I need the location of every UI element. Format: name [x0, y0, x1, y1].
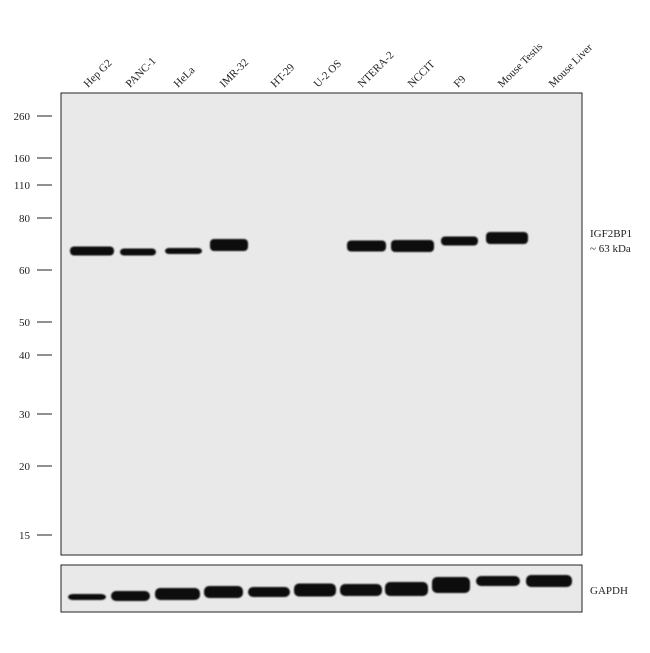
lane-label: HT-29	[269, 61, 298, 90]
lane-label: Hep G2	[82, 57, 115, 90]
gapdh-band	[248, 587, 290, 597]
lane-label: Mouse Liver	[547, 41, 596, 90]
target-band	[165, 248, 202, 254]
lane-label: HeLa	[172, 64, 198, 90]
lane-label: U-2 OS	[312, 58, 344, 90]
target-band	[70, 246, 114, 256]
lane-label: IMR-32	[218, 57, 252, 91]
marker-label: 260	[14, 111, 31, 123]
target-band	[441, 236, 478, 246]
marker-label: 110	[14, 180, 31, 192]
lane-label: NTERA-2	[356, 49, 397, 90]
marker-label: 160	[14, 153, 31, 165]
gapdh-band	[476, 576, 520, 586]
marker-label: 80	[19, 213, 31, 225]
marker-label: 20	[19, 461, 31, 473]
gapdh-band	[526, 575, 572, 587]
gapdh-band	[432, 577, 470, 593]
gapdh-band	[340, 584, 382, 596]
target-label: IGF2BP1	[590, 228, 632, 240]
lane-label: PANC-1	[124, 55, 159, 90]
gapdh-band	[68, 594, 106, 600]
target-band	[486, 232, 528, 244]
target-band	[120, 248, 156, 256]
lane-label: NCCIT	[406, 58, 438, 90]
marker-label: 40	[19, 350, 31, 362]
marker-label: 60	[19, 265, 31, 277]
lane-label: F9	[452, 73, 469, 90]
marker-label: 30	[19, 409, 31, 421]
target-band	[210, 239, 248, 251]
loading-control-label: GAPDH	[590, 585, 628, 597]
gapdh-band	[155, 588, 200, 600]
gapdh-band	[111, 591, 150, 601]
gapdh-band	[294, 583, 336, 597]
target-band	[391, 240, 434, 252]
target-band	[347, 240, 386, 252]
size-label: ~ 63 kDa	[590, 243, 631, 255]
gapdh-band	[204, 586, 243, 598]
marker-label: 15	[19, 530, 31, 542]
marker-label: 50	[19, 317, 31, 329]
gapdh-band	[385, 582, 428, 596]
main-blot-panel	[60, 92, 583, 556]
lane-label: Mouse Testis	[496, 41, 546, 91]
